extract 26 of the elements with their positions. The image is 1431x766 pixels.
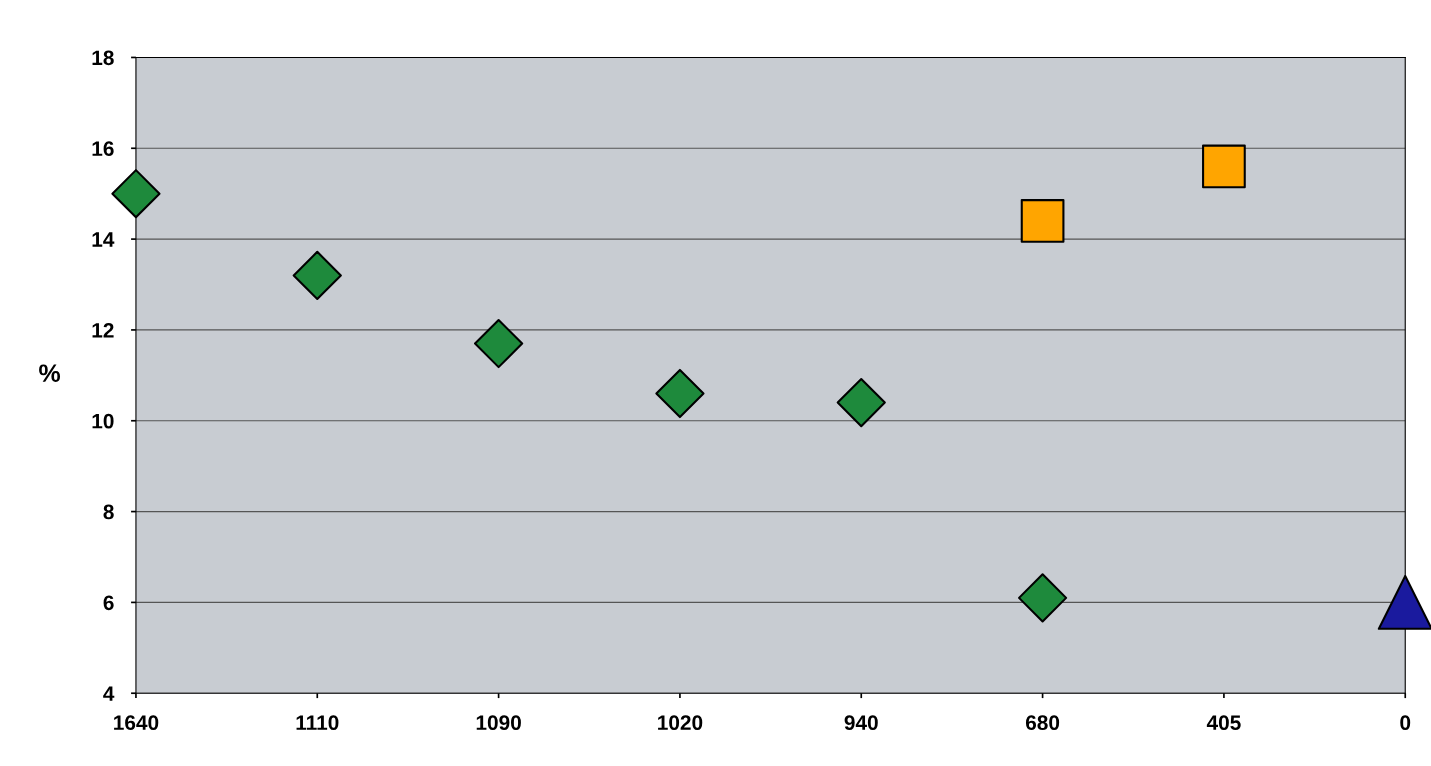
point (1017, 573, 1068, 623)
x-tick-label: 1020 (658, 715, 703, 731)
y-tick-label: 8 (103, 504, 114, 520)
y-tick-label: 4 (103, 686, 115, 701)
point (473, 318, 524, 369)
y-tick-label: 14 (92, 232, 115, 247)
y-tick-label: 10 (92, 413, 114, 429)
x-tick-label: 1640 (114, 715, 159, 731)
x-tick-label: 940 (844, 715, 878, 731)
point (1202, 144, 1246, 189)
point (655, 368, 705, 419)
point (292, 250, 342, 301)
x-tick-label: 1090 (476, 715, 521, 731)
y-tick-label: 16 (92, 141, 114, 157)
y-tick-label: 6 (103, 595, 114, 611)
point (1377, 574, 1431, 630)
y-axis-title: % (39, 364, 61, 382)
x-tick-label: 405 (1206, 715, 1241, 731)
point (1020, 199, 1065, 243)
point (111, 169, 161, 219)
y-tick-label: 18 (92, 50, 114, 66)
x-tick-label: 1110 (296, 715, 339, 731)
y-tick-label: 12 (92, 322, 114, 338)
x-tick-label: 680 (1025, 715, 1060, 731)
point (836, 377, 886, 428)
x-tick-label: 0 (1400, 715, 1411, 731)
